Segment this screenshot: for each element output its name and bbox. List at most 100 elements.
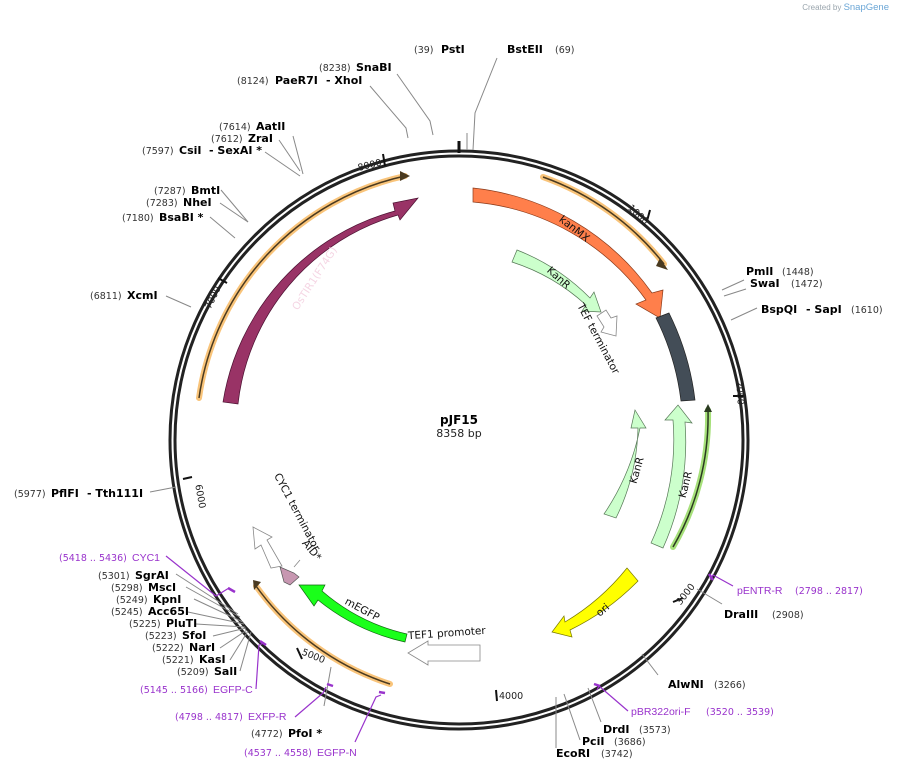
svg-text:AatII: AatII bbox=[256, 120, 285, 133]
feature-kanr-2[interactable] bbox=[603, 409, 647, 519]
enzyme-drdi[interactable]: DrdI (3573) bbox=[603, 723, 671, 736]
enzyme-zrai[interactable]: (7612) ZraI bbox=[211, 132, 273, 145]
feature-label: CYC1 terminator bbox=[271, 471, 322, 553]
feature-kanr-1[interactable] bbox=[511, 249, 602, 313]
enzyme-snabi[interactable]: (8238) SnaBI bbox=[319, 61, 392, 74]
svg-text:(7287): (7287) bbox=[154, 186, 186, 197]
enzyme-bsabi[interactable]: (7180) BsaBI * bbox=[122, 211, 204, 224]
svg-text:(3573): (3573) bbox=[639, 725, 671, 736]
svg-text:(5209): (5209) bbox=[177, 667, 209, 678]
enzyme-xcmi[interactable]: (6811) XcmI bbox=[90, 289, 158, 302]
feature-aid[interactable] bbox=[279, 566, 300, 586]
svg-text:CYC1: CYC1 bbox=[132, 552, 160, 564]
feature-label: TEF1 promoter bbox=[407, 625, 487, 643]
enzyme-pflfi[interactable]: (5977) PflFI - Tth111I bbox=[14, 487, 143, 500]
svg-text:BsaBI *: BsaBI * bbox=[159, 211, 204, 224]
svg-text:DrdI: DrdI bbox=[603, 723, 630, 736]
svg-text:- XhoI: - XhoI bbox=[326, 74, 362, 87]
enzyme-nhei[interactable]: (7283) NheI bbox=[146, 196, 212, 209]
enzyme-draiii[interactable]: DraIII (2908) bbox=[724, 608, 804, 621]
enzyme-pmli[interactable]: PmlI (1448) bbox=[746, 265, 814, 278]
svg-text:(5977): (5977) bbox=[14, 489, 46, 500]
feature-ostir1[interactable] bbox=[222, 197, 419, 405]
svg-text:- SexAI *: - SexAI * bbox=[209, 144, 262, 157]
svg-text:NheI: NheI bbox=[183, 196, 212, 209]
feature-cyc1-terminator[interactable] bbox=[252, 526, 283, 569]
svg-text:(4772): (4772) bbox=[251, 729, 283, 740]
svg-text:(3520 .. 3539): (3520 .. 3539) bbox=[706, 707, 774, 718]
svg-text:BmtI: BmtI bbox=[191, 184, 220, 197]
enzyme-aatii[interactable]: (7614) AatII bbox=[219, 120, 285, 133]
primer-cyc1[interactable]: (5418 .. 5436) CYC1 bbox=[59, 552, 160, 564]
enzyme-bsteii[interactable]: BstEII (69) bbox=[507, 43, 575, 56]
svg-text:DraIII: DraIII bbox=[724, 608, 758, 621]
svg-text:EGFP-N: EGFP-N bbox=[317, 747, 357, 759]
feature-cen-ars[interactable] bbox=[655, 312, 696, 402]
svg-text:(3686): (3686) bbox=[614, 737, 646, 748]
svg-text:PaeR7I: PaeR7I bbox=[275, 74, 318, 87]
primer-egfp-c[interactable]: (5145 .. 5166) EGFP-C bbox=[140, 684, 253, 696]
svg-text:Acc65I: Acc65I bbox=[148, 605, 189, 618]
enzyme-kasi[interactable]: (5221) KasI bbox=[162, 653, 226, 666]
enzyme-csii[interactable]: (7597) CsiI - SexAI * bbox=[142, 144, 262, 157]
svg-text:(8238): (8238) bbox=[319, 63, 351, 74]
svg-text:KpnI: KpnI bbox=[153, 593, 181, 606]
snapgene-watermark: Created by SnapGene bbox=[802, 2, 889, 13]
svg-text:(3742): (3742) bbox=[601, 749, 633, 760]
enzyme-bspqi[interactable]: BspQI - SapI (1610) bbox=[761, 303, 883, 316]
enzyme-paer7i[interactable]: (8124) PaeR7I - XhoI bbox=[237, 74, 362, 87]
svg-text:KasI: KasI bbox=[199, 653, 226, 666]
backbone bbox=[168, 141, 750, 731]
enzyme-swai[interactable]: SwaI (1472) bbox=[750, 277, 823, 290]
enzyme-kpni[interactable]: (5249) KpnI bbox=[116, 593, 181, 606]
enzyme-bmti[interactable]: (7287) BmtI bbox=[154, 184, 220, 197]
svg-text:(7597): (7597) bbox=[142, 146, 174, 157]
enzyme-ecori[interactable]: EcoRI (3742) bbox=[556, 747, 633, 760]
primer-egfp-n[interactable]: (4537 .. 4558) EGFP-N bbox=[244, 747, 357, 759]
svg-text:(5222): (5222) bbox=[152, 643, 184, 654]
feature-megfp[interactable] bbox=[298, 584, 408, 643]
enzyme-labels: (39) PstI BstEII (69) (8238) SnaBI (8124) Pa… bbox=[14, 43, 883, 760]
primer-pbr322ori-f[interactable]: pBR322ori-F (3520 .. 3539) bbox=[631, 706, 774, 718]
feature-ori[interactable] bbox=[551, 567, 639, 638]
plasmid-name: pJF15 bbox=[440, 413, 478, 427]
svg-text:(7180): (7180) bbox=[122, 213, 154, 224]
feature-tef-terminator[interactable] bbox=[596, 309, 618, 337]
svg-text:(7614): (7614) bbox=[219, 122, 251, 133]
enzyme-sgrai[interactable]: (5301) SgrAI bbox=[98, 569, 169, 582]
watermark-prefix: Created by bbox=[802, 3, 842, 12]
svg-text:PflFI: PflFI bbox=[51, 487, 79, 500]
enzyme-acc65i[interactable]: (5245) Acc65I bbox=[111, 605, 189, 618]
svg-text:MscI: MscI bbox=[148, 581, 176, 594]
svg-text:(1610): (1610) bbox=[851, 305, 883, 316]
feature-kanr-3[interactable] bbox=[650, 404, 693, 549]
primer-exfp-r[interactable]: (4798 .. 4817) EXFP-R bbox=[175, 711, 287, 723]
tick-label: 2000 bbox=[733, 380, 746, 405]
svg-text:(5145 .. 5166): (5145 .. 5166) bbox=[140, 685, 208, 696]
enzyme-alwni[interactable]: AlwNI (3266) bbox=[668, 678, 746, 691]
feature-tef1-promoter[interactable] bbox=[407, 640, 481, 666]
enzyme-msci[interactable]: (5298) MscI bbox=[111, 581, 176, 594]
enzyme-leaders bbox=[149, 57, 758, 748]
svg-text:SgrAI: SgrAI bbox=[135, 569, 169, 582]
svg-text:(7283): (7283) bbox=[146, 198, 178, 209]
svg-text:SwaI: SwaI bbox=[750, 277, 780, 290]
primer-pentr-r[interactable]: pENTR-R (2798 .. 2817) bbox=[737, 585, 863, 597]
svg-text:(8124): (8124) bbox=[237, 76, 269, 87]
svg-text:- SapI: - SapI bbox=[806, 303, 842, 316]
plasmid-length: 8358 bp bbox=[436, 427, 481, 440]
enzyme-psti[interactable]: (39) PstI bbox=[414, 43, 465, 56]
enzyme-nari[interactable]: (5222) NarI bbox=[152, 641, 215, 654]
svg-text:SalI: SalI bbox=[214, 665, 237, 678]
tick-label: 6000 bbox=[192, 484, 207, 510]
enzyme-pluti[interactable]: (5225) PluTI bbox=[129, 617, 197, 630]
enzyme-sali[interactable]: (5209) SalI bbox=[177, 665, 237, 678]
enzyme-sfoi[interactable]: (5223) SfoI bbox=[145, 629, 206, 642]
enzyme-pfoi[interactable]: (4772) PfoI * bbox=[251, 727, 322, 740]
svg-text:(6811): (6811) bbox=[90, 291, 122, 302]
svg-text:(7612): (7612) bbox=[211, 134, 243, 145]
center-label: pJF15 8358 bp bbox=[436, 413, 481, 440]
svg-text:(5418 .. 5436): (5418 .. 5436) bbox=[59, 553, 127, 564]
primer-labels: (5418 .. 5436) CYC1 (5145 .. 5166) EGFP-C … bbox=[59, 552, 863, 759]
enzyme-pcii[interactable]: PciI (3686) bbox=[582, 735, 646, 748]
